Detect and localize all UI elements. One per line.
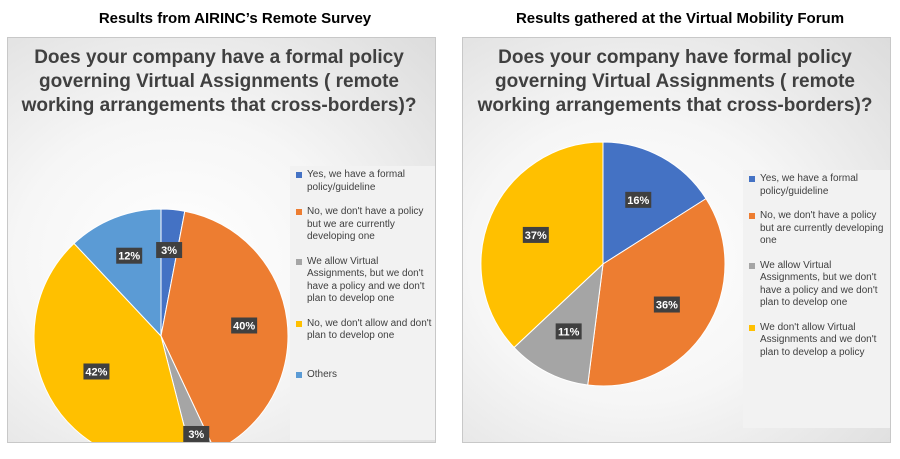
pie-chart-left: 3% 40% 3% 42% 12%: [33, 208, 289, 442]
data-label: 11%: [555, 323, 582, 340]
data-label: 36%: [653, 296, 680, 313]
legend-label: Yes, we have a formal policy/guideline: [307, 169, 406, 193]
panel-title-left: Results from AIRINC’s Remote Survey: [98, 10, 372, 27]
data-label-box: [653, 296, 680, 313]
legend-item: We allow Virtual Assignments, but we don…: [296, 255, 435, 306]
pie-slice: [587, 197, 726, 387]
legend-label: Yes, we have a formal policy/guideline: [760, 173, 859, 197]
data-label-box: [83, 363, 110, 380]
chart-panel-left: Does your company have a formal policy g…: [7, 37, 436, 443]
legend-swatch: [749, 213, 755, 219]
legend-swatch: [296, 209, 302, 215]
data-label: 42%: [83, 363, 110, 380]
legend-label: We don't allow Virtual Assignments and w…: [760, 321, 877, 358]
data-label-box: [555, 323, 582, 340]
legend-right: Yes, we have a formal policy/guideline N…: [743, 170, 890, 428]
legend-item: Yes, we have a formal policy/guideline: [749, 173, 890, 198]
data-label-text: 40%: [233, 320, 255, 332]
data-label-text: 16%: [627, 195, 649, 207]
data-label: 16%: [625, 191, 652, 208]
data-label-box: [522, 226, 549, 243]
pie-slice: [73, 208, 162, 338]
chart-title: Does your company have formal policy gov…: [477, 47, 873, 116]
data-label-text: 3%: [161, 245, 177, 257]
data-label: 3%: [183, 425, 210, 442]
pie-chart-right: 16% 36% 11% 37%: [480, 141, 726, 387]
legend-swatch: [296, 371, 302, 378]
data-label-text: 42%: [85, 366, 107, 378]
data-label-box: [183, 425, 210, 442]
legend-label: No, we don't have a policy but are curre…: [760, 210, 884, 246]
panel-title-right: Results gathered at the Virtual Mobility…: [515, 10, 845, 27]
legend-swatch: [296, 258, 302, 265]
legend-item: Others: [296, 368, 435, 382]
data-label-box: [625, 191, 652, 208]
data-label-text: 11%: [558, 326, 580, 338]
legend-left: Yes, we have a formal policy/guideline N…: [290, 166, 435, 440]
data-label-text: 37%: [525, 230, 547, 242]
legend-label: Others: [307, 368, 338, 380]
legend-item: We allow Virtual Assignments, but we don…: [749, 259, 890, 310]
data-label: 37%: [522, 226, 549, 243]
data-label-text: 36%: [656, 300, 678, 312]
legend-swatch: [296, 320, 302, 327]
legend-swatch: [296, 172, 302, 178]
legend-swatch: [749, 262, 755, 269]
legend-swatch: [749, 176, 755, 182]
legend-label: We allow Virtual Assignments, but we don…: [307, 255, 425, 305]
pie-slice: [602, 141, 707, 265]
legend-label: No, we don't allow and don't plan to dev…: [307, 317, 432, 342]
data-label: 40%: [231, 317, 258, 334]
data-label-box: [231, 317, 258, 334]
legend-swatch: [749, 324, 755, 331]
data-label: 12%: [116, 247, 143, 264]
pie-slice: [160, 210, 289, 442]
legend-item: We don't allow Virtual Assignments and w…: [749, 321, 890, 360]
chart-title: Does your company have a formal policy g…: [21, 47, 417, 116]
data-label-box: [116, 247, 143, 264]
pie-slice: [33, 242, 189, 442]
legend-item: No, we don't have a policy but we are cu…: [296, 206, 435, 244]
pie-slice: [160, 335, 212, 442]
legend-item: No, we don't allow and don't plan to dev…: [296, 317, 435, 343]
legend-label: We allow Virtual Assignments, but we don…: [760, 259, 878, 309]
chart-panel-right: Does your company have formal policy gov…: [462, 37, 891, 443]
data-label: 3%: [156, 242, 183, 259]
legend-item: No, we don't have a policy but are curre…: [749, 210, 890, 248]
legend-item: Yes, we have a formal policy/guideline: [296, 169, 435, 194]
data-label-text: 12%: [118, 251, 140, 263]
data-label-text: 3%: [188, 429, 204, 441]
data-label-box: [156, 242, 183, 259]
legend-label: No, we don't have a policy but we are cu…: [307, 206, 424, 242]
pie-slice: [480, 141, 604, 349]
